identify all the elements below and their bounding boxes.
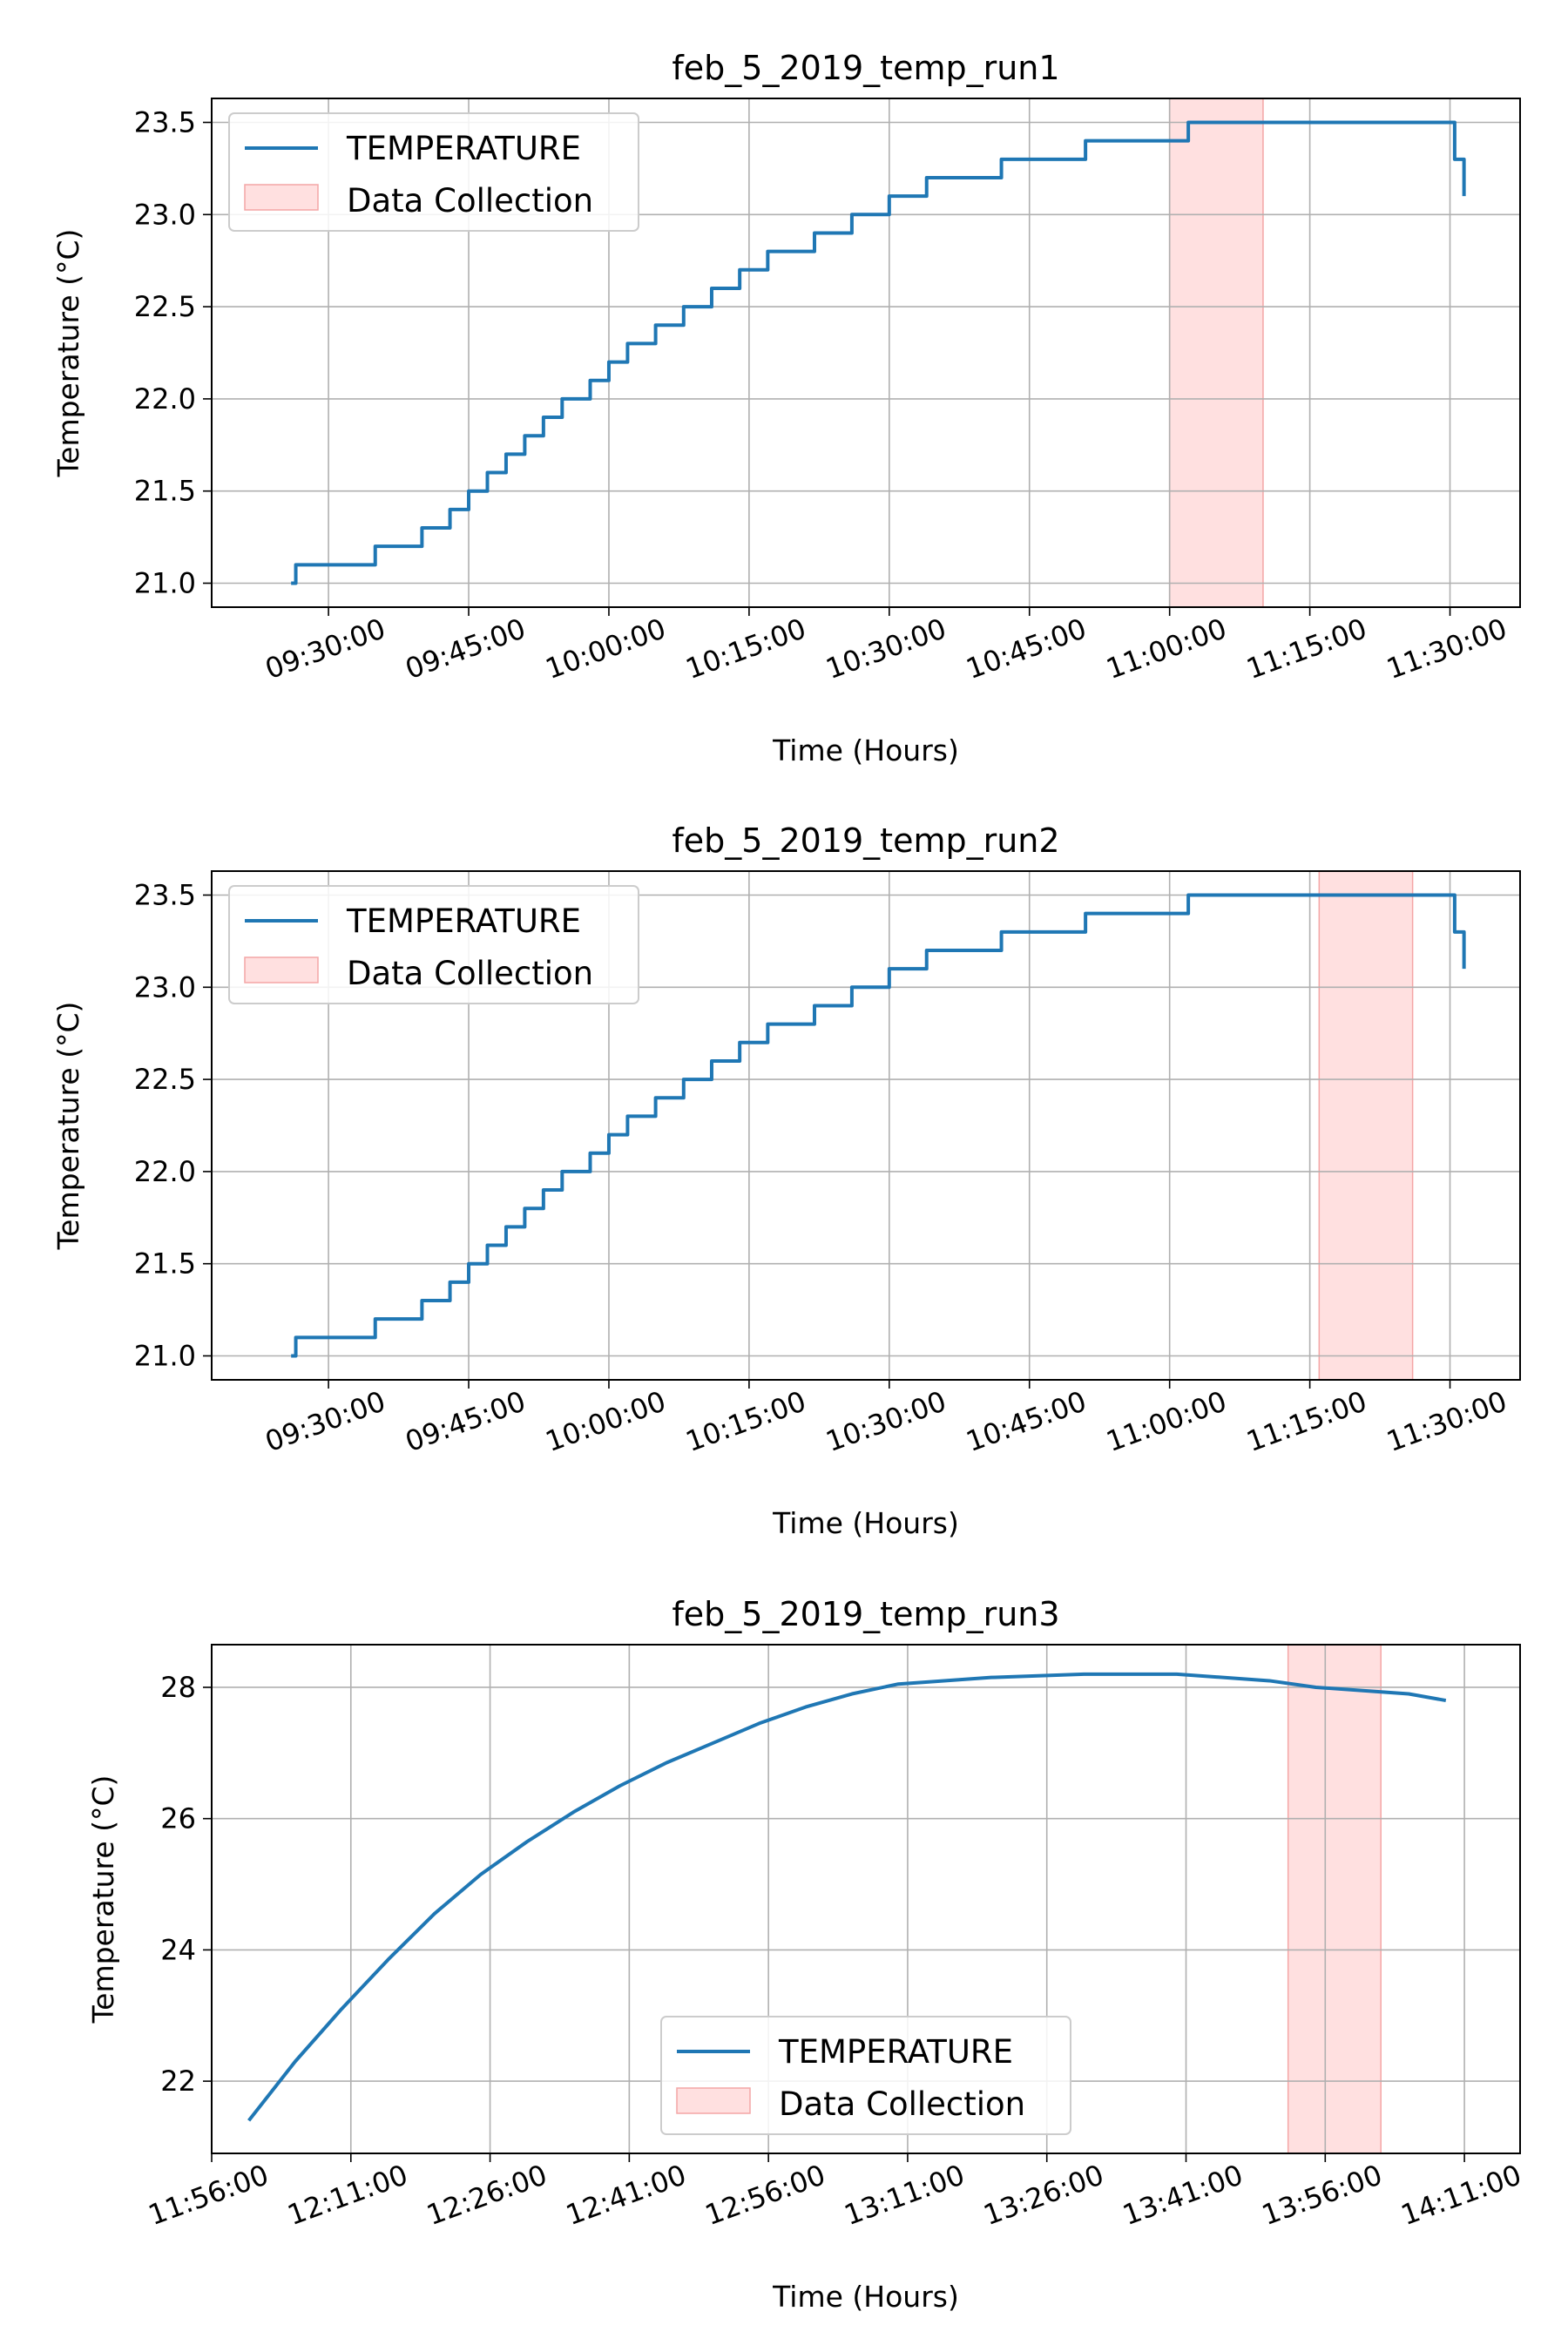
chart-panel-1: 09:30:00 09:45:00 10:00:00 10:15:00 10:30:00… [51,49,1521,767]
x-tick-label: 10:30:00 [821,1384,950,1458]
y-tick-label: 22.0 [134,1155,196,1188]
legend-box [660,2016,1071,2135]
y-tick-label: 24 [160,1933,196,1966]
y-tick-label: 22.5 [134,290,196,323]
axes-frame [211,1644,1521,2154]
legend: TEMPERATURE Data Collection [228,885,639,1004]
x-tick-label: 12:41:00 [562,2158,691,2232]
x-tick-label: 10:15:00 [681,1384,810,1458]
y-tick-label: 21.5 [134,475,196,508]
legend: TEMPERATURE Data Collection [228,112,639,232]
x-tick-label: 13:41:00 [1119,2158,1247,2232]
legend-span-swatch [244,956,319,983]
x-tick-label: 09:45:00 [401,612,530,686]
x-tick-label: 11:15:00 [1242,612,1371,686]
x-tick-label: 13:26:00 [979,2158,1108,2232]
legend-entry-data-collection: Data Collection [347,182,593,220]
legend-entry-temperature: TEMPERATURE [346,130,581,167]
x-tick-label: 09:30:00 [260,612,389,686]
legend-span-swatch [676,2087,751,2114]
y-tick-label: 28 [160,1671,196,1704]
chart-panel-2: 09:30:00 09:45:00 10:00:00 10:15:00 10:30:00… [51,821,1521,1540]
x-tick-label: 09:45:00 [401,1384,530,1458]
chart-panel-3: 11:56:00 12:11:00 12:26:00 12:41:00 12:56:00… [86,1595,1525,2314]
data-collection-span [1318,870,1414,1381]
axes-frame [211,870,1521,1381]
x-tick-label: 10:45:00 [962,1384,1091,1458]
chart-title: feb_5_2019_temp_run1 [672,49,1059,87]
x-tick-label: 11:30:00 [1382,612,1511,686]
x-tick-label: 12:56:00 [700,2158,829,2232]
y-tick-label: 21.5 [134,1247,196,1281]
legend-box [228,885,639,1004]
chart-title: feb_5_2019_temp_run3 [672,1595,1059,1633]
x-tick-label: 11:00:00 [1102,612,1231,686]
x-tick-label: 14:11:00 [1396,2158,1525,2232]
y-tick-label: 23.0 [134,970,196,1004]
x-tick-label: 09:30:00 [260,1384,389,1458]
x-tick-label: 10:45:00 [962,612,1091,686]
y-tick-label: 21.0 [134,566,196,599]
temperature-line [291,893,1466,1358]
y-tick-label: 23.0 [134,198,196,231]
x-tick-label: 12:26:00 [422,2158,551,2232]
legend: TEMPERATURE Data Collection [660,2016,1071,2135]
x-tick-label: 11:15:00 [1242,1384,1371,1458]
x-axis-label: Time (Hours) [772,1506,959,1540]
x-tick-label: 11:56:00 [144,2158,273,2232]
x-axis-label: Time (Hours) [772,2280,959,2314]
y-tick-label: 23.5 [134,106,196,139]
y-tick-label: 22.0 [134,382,196,416]
temperature-line [247,1672,1447,2122]
legend-span-swatch [244,184,319,211]
x-tick-label: 11:00:00 [1102,1384,1231,1458]
axes-frame [211,98,1521,608]
x-tick-label: 13:11:00 [840,2158,969,2232]
x-tick-label: 13:56:00 [1258,2158,1387,2232]
x-tick-label: 10:00:00 [541,612,670,686]
x-tick-label: 10:00:00 [541,1384,670,1458]
y-axis-label: Temperature (°C) [51,229,85,478]
x-tick-label: 11:30:00 [1382,1384,1511,1458]
legend-box [228,112,639,232]
legend-entry-temperature: TEMPERATURE [346,902,581,940]
chart-title: feb_5_2019_temp_run2 [672,821,1059,860]
data-collection-span [1168,98,1264,608]
y-tick-label: 22 [160,2065,196,2098]
x-tick-label: 10:30:00 [821,612,950,686]
temperature-line [291,120,1466,585]
x-tick-label: 10:15:00 [681,612,810,686]
y-tick-label: 21.0 [134,1339,196,1372]
data-collection-span [1287,1644,1382,2154]
y-axis-label: Temperature (°C) [86,1775,120,2024]
y-tick-label: 23.5 [134,879,196,912]
y-tick-label: 22.5 [134,1063,196,1096]
legend-entry-data-collection: Data Collection [347,955,593,992]
x-tick-label: 12:11:00 [283,2158,412,2232]
legend-entry-temperature: TEMPERATURE [778,2033,1013,2071]
legend-entry-data-collection: Data Collection [779,2085,1025,2123]
x-axis-label: Time (Hours) [772,733,959,767]
y-axis-label: Temperature (°C) [51,1002,85,1251]
y-tick-label: 26 [160,1802,196,1835]
